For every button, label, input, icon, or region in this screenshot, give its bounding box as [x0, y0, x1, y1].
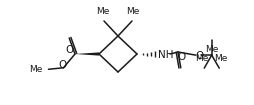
Text: O: O — [177, 52, 185, 62]
Text: O: O — [195, 51, 203, 61]
Text: Me: Me — [96, 7, 109, 16]
Polygon shape — [75, 52, 99, 56]
Text: Me: Me — [195, 54, 208, 63]
Text: Me: Me — [214, 54, 227, 63]
Text: NH: NH — [158, 50, 173, 60]
Text: Me: Me — [204, 45, 218, 54]
Text: O: O — [65, 45, 73, 55]
Text: Me: Me — [29, 65, 42, 74]
Text: Me: Me — [126, 7, 139, 16]
Text: O: O — [58, 60, 66, 70]
